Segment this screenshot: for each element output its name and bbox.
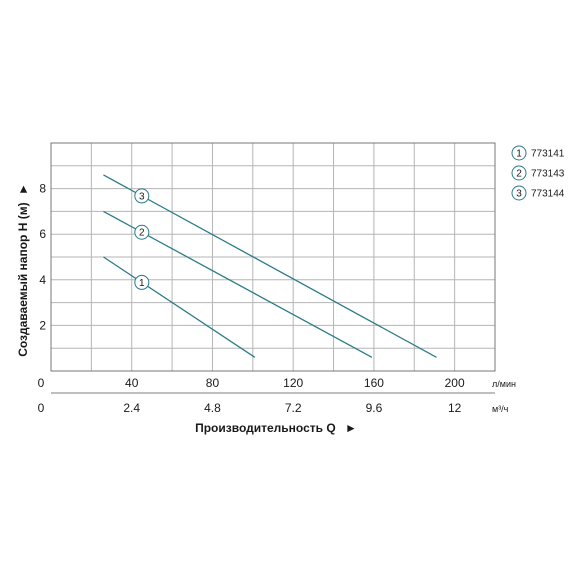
legend-marker-3: [511, 185, 527, 201]
legend-marker-label: 1: [516, 149, 522, 160]
x-tick-label-primary: 160: [364, 376, 384, 390]
series-marker-2: [134, 224, 150, 240]
grid: [51, 143, 495, 371]
legend-entry-773144: 773144: [531, 189, 565, 200]
plot-frame: [50, 142, 496, 372]
legend-entry-773143: 773143: [531, 169, 565, 180]
y-tick-label: 4: [39, 273, 46, 287]
x-axis-title: Производительность Q ►: [195, 421, 357, 435]
x-tick-label-secondary: 4.8: [204, 401, 221, 415]
series-marker-label: 3: [139, 191, 145, 202]
legend-marker-1: [511, 145, 527, 161]
y-axis-title: Создаваемый напор H (м) ►: [16, 183, 30, 357]
x-tick-label-secondary: 7.2: [285, 401, 302, 415]
y-tick-label: 6: [39, 227, 46, 241]
x-unit-primary: л/мин: [492, 379, 516, 389]
x-tick-label-primary: 0: [38, 376, 45, 390]
x-tick-label-primary: 40: [125, 376, 139, 390]
series-marker-3: [134, 188, 150, 204]
legend-marker-2: [511, 165, 527, 181]
legend: 1 773141 2 773143 3 773144: [511, 145, 565, 201]
series-marker-1: [134, 274, 150, 290]
series-line-773141: [103, 256, 256, 358]
x-tick-label-secondary: 2.4: [123, 401, 140, 415]
x-tick-label-primary: 80: [206, 376, 220, 390]
legend-marker-label: 3: [516, 189, 522, 200]
y-tick-label: 8: [39, 182, 46, 196]
series-marker-label: 1: [139, 278, 145, 289]
legend-entry-773141: 773141: [531, 149, 565, 160]
x-tick-label-secondary: 9.6: [366, 401, 383, 415]
x-tick-label-primary: 120: [283, 376, 303, 390]
y-tick-label: 2: [39, 318, 46, 332]
x-tick-label-primary: 200: [445, 376, 465, 390]
series-marker-label: 2: [139, 228, 145, 239]
curves: 1 2 3: [103, 174, 437, 358]
legend-marker-label: 2: [516, 169, 522, 180]
x-tick-label-secondary: 12: [448, 401, 462, 415]
x-unit-secondary: м³/ч: [492, 404, 509, 414]
x-tick-label-secondary: 0: [38, 401, 45, 415]
series-line-773144: [103, 174, 437, 358]
